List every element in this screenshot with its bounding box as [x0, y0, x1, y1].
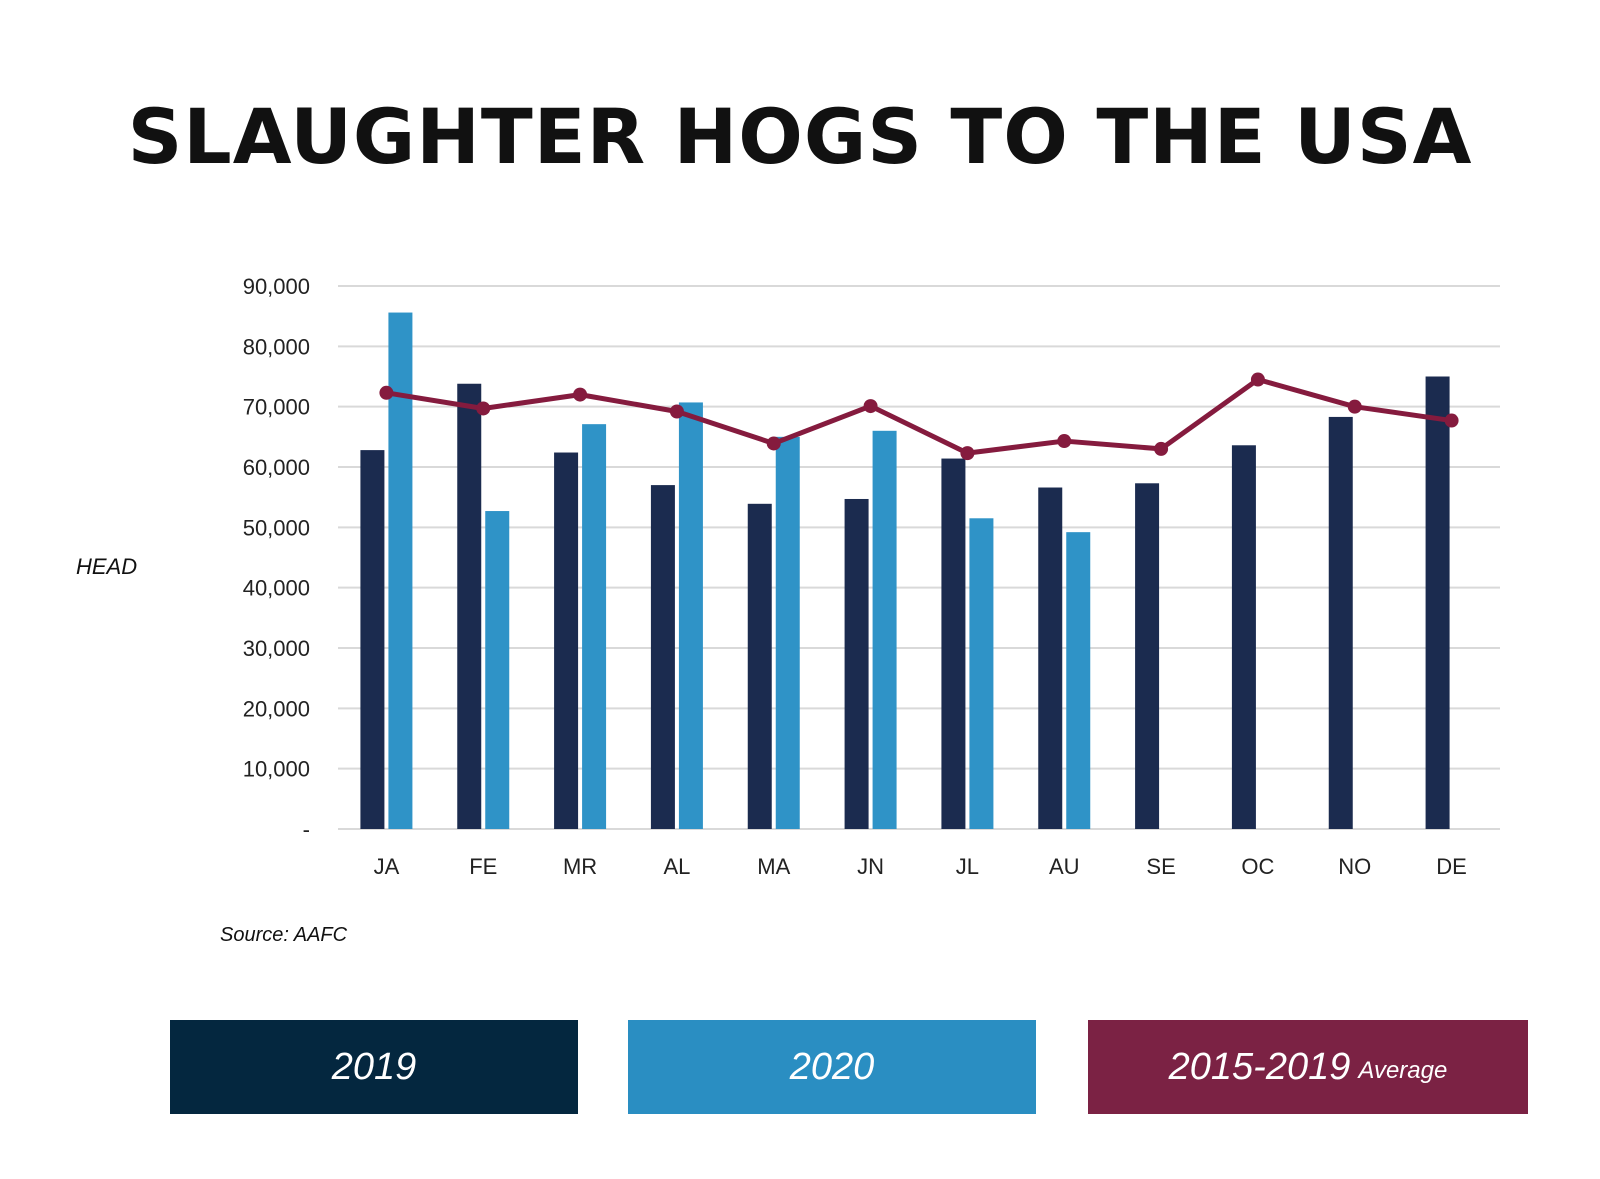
average-point: [669, 404, 684, 419]
y-tick-label: 30,000: [243, 636, 310, 661]
bar-2020: [582, 424, 607, 829]
x-tick-label: JN: [857, 854, 884, 879]
bar-2019: [650, 485, 675, 829]
bar-2019: [1038, 487, 1063, 829]
average-point: [960, 446, 975, 461]
bar-2020: [969, 518, 994, 829]
legend-average: 2015-2019 Average: [1088, 1020, 1528, 1114]
average-point: [863, 399, 878, 414]
average-point: [1154, 441, 1169, 456]
legend-2020: 2020: [628, 1020, 1036, 1114]
bar-2019: [747, 503, 772, 829]
average-point: [1250, 372, 1265, 387]
x-tick-label: MA: [757, 854, 790, 879]
average-point: [476, 401, 491, 416]
bar-2019: [1135, 483, 1160, 829]
y-tick-label: 60,000: [243, 455, 310, 480]
bar-2020: [485, 511, 510, 829]
bar-2019: [1328, 416, 1353, 829]
bar-2020: [678, 402, 703, 829]
y-tick-label: 40,000: [243, 576, 310, 601]
y-tick-label: 90,000: [243, 274, 310, 299]
legend-average-suffix: Average: [1358, 1057, 1448, 1084]
legend-2019-label: 2019: [331, 1045, 417, 1088]
x-tick-label: SE: [1146, 854, 1175, 879]
bar-2020: [1066, 532, 1091, 829]
average-point: [573, 387, 588, 402]
y-tick-label: 50,000: [243, 515, 310, 540]
y-tick-label: 20,000: [243, 696, 310, 721]
x-tick-label: JL: [956, 854, 979, 879]
source-note: Source: AAFC: [220, 924, 348, 946]
average-point: [1444, 413, 1459, 428]
average-point: [1057, 434, 1072, 449]
bar-2020: [872, 430, 897, 829]
average-point: [1347, 399, 1362, 414]
average-line: [386, 377, 1452, 456]
y-tick-label: 80,000: [243, 334, 310, 359]
x-tick-label: DE: [1436, 854, 1467, 879]
bar-2019: [941, 458, 966, 829]
average-point: [766, 436, 781, 451]
legend-2019: 2019: [170, 1020, 578, 1114]
legend-average-label: 2015-2019: [1168, 1045, 1351, 1088]
x-tick-label: NO: [1338, 854, 1371, 879]
x-tick-label: FE: [469, 854, 497, 879]
y-axis-label: HEAD: [76, 554, 138, 579]
x-tick-label: OC: [1241, 854, 1274, 879]
bar-2019: [844, 498, 869, 829]
x-tick-label: JA: [374, 854, 400, 879]
x-tick-label: MR: [563, 854, 597, 879]
y-tick-label: 70,000: [243, 395, 310, 420]
page-title: SLAUGHTER HOGS TO THE USA: [127, 92, 1473, 181]
x-tick-label: AU: [1049, 854, 1080, 879]
bar-2019: [554, 452, 579, 829]
legend-2020-label: 2020: [789, 1045, 875, 1088]
average-point: [379, 385, 394, 400]
chart-svg: - 10,000 20,000 30,000 40,000 50,000 60,000 70,…: [243, 274, 1500, 879]
x-tick-label: AL: [663, 854, 690, 879]
bar-2019: [360, 450, 385, 829]
bar-2019: [457, 383, 482, 829]
bar-2020: [775, 436, 800, 829]
y-tick-label: -: [303, 817, 310, 842]
y-tick-label: 10,000: [243, 757, 310, 782]
bar-2019: [1231, 445, 1256, 829]
bar-2019: [1425, 376, 1450, 829]
